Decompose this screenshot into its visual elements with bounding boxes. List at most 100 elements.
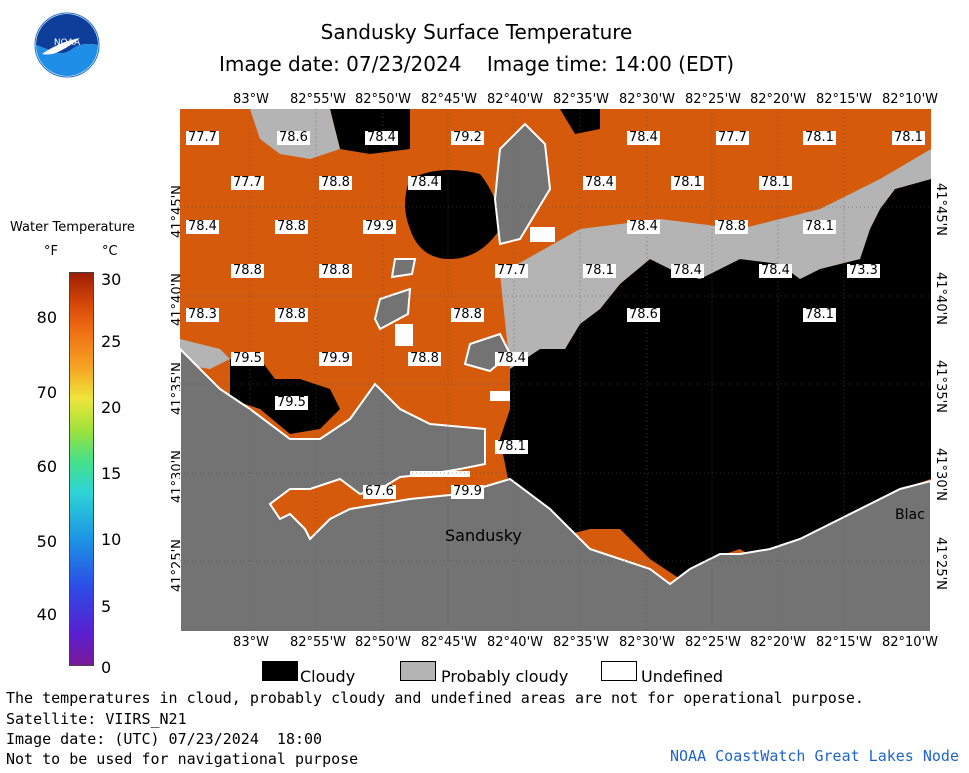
lon-label-top: 82°35'W — [552, 92, 609, 107]
legend-unit-f: °F — [44, 244, 58, 259]
temperature-value: 78.8 — [275, 219, 308, 234]
lon-label-top: 82°40'W — [486, 92, 543, 107]
f-tick: 60 — [36, 457, 57, 476]
lon-label-bottom: 82°25'W — [684, 635, 741, 650]
temperature-value: 78.1 — [671, 175, 704, 190]
noaa-logo-icon: NOAA — [34, 12, 100, 78]
probably-cloudy-label: Probably cloudy — [441, 667, 569, 686]
temperature-value: 78.1 — [495, 439, 528, 454]
temperature-value: 78.8 — [408, 351, 441, 366]
credit-text: NOAA CoastWatch Great Lakes Node — [670, 747, 959, 765]
utc-date-text: Image date: (UTC) 07/23/2024 18:00 — [6, 730, 323, 748]
place-label-right: Blac — [895, 507, 925, 523]
temperature-value: 78.8 — [715, 219, 748, 234]
land-region — [493, 122, 552, 246]
lat-label-right: 41°25'N — [933, 537, 948, 590]
undefined-region — [395, 324, 413, 346]
lon-label-bottom: 82°10'W — [881, 635, 938, 650]
temperature-value: 78.8 — [275, 307, 308, 322]
temperature-value: 73.3 — [847, 263, 880, 278]
temperature-value: 78.3 — [186, 307, 219, 322]
temperature-value: 78.8 — [231, 263, 264, 278]
temperature-value: 77.7 — [495, 263, 528, 278]
lon-label-bottom: 82°40'W — [486, 635, 543, 650]
c-tick: 0 — [101, 658, 112, 677]
temperature-value: 78.1 — [803, 307, 836, 322]
lon-label-top: 82°50'W — [354, 92, 411, 107]
temperature-value: 78.8 — [319, 175, 352, 190]
temperature-value: 79.9 — [363, 219, 396, 234]
temperature-colorbar — [69, 272, 94, 666]
temperature-value: 78.1 — [583, 263, 616, 278]
probably-cloudy-region — [500, 149, 931, 369]
f-tick: 70 — [36, 383, 57, 402]
temperature-value: 78.4 — [671, 263, 704, 278]
lon-label-top: 82°20'W — [749, 92, 806, 107]
lon-label-top: 82°25'W — [684, 92, 741, 107]
noaa-logo-text: NOAA — [54, 38, 81, 48]
place-label-sandusky: Sandusky — [445, 526, 522, 545]
temperature-value: 78.6 — [627, 307, 660, 322]
temperature-value: 78.6 — [277, 130, 310, 145]
temperature-value: 77.7 — [186, 130, 219, 145]
temperature-value: 78.4 — [759, 263, 792, 278]
undefined-region — [410, 471, 470, 477]
temperature-value: 77.7 — [716, 130, 749, 145]
legend-unit-c: °C — [102, 244, 118, 259]
undefined-region — [490, 391, 510, 401]
image-date-line: Image date: 07/23/2024 Image time: 14:00… — [218, 52, 735, 76]
lon-label-bottom: 82°55'W — [289, 635, 346, 650]
f-tick: 40 — [36, 605, 57, 624]
temperature-value: 79.5 — [275, 395, 308, 410]
temperature-value: 79.2 — [451, 130, 484, 145]
lat-label-right: 41°40'N — [933, 272, 948, 325]
temperature-value: 79.5 — [231, 351, 264, 366]
lon-label-bottom: 82°50'W — [354, 635, 411, 650]
c-tick: 25 — [101, 332, 122, 351]
cloud-region — [405, 170, 500, 259]
undefined-region — [530, 227, 555, 242]
undefined-label: Undefined — [641, 667, 724, 686]
navigation-warning: Not to be used for navigational purpose — [6, 750, 359, 768]
cloudy-label: Cloudy — [300, 667, 356, 686]
c-tick: 30 — [101, 270, 122, 289]
c-tick: 10 — [101, 530, 122, 549]
lon-label-top: 83°W — [233, 92, 269, 107]
land-region — [373, 287, 412, 331]
cloud-region — [500, 179, 931, 579]
lon-label-bottom: 82°45'W — [420, 635, 477, 650]
lon-label-top: 82°55'W — [289, 92, 346, 107]
land-region — [180, 347, 931, 632]
temperature-value: 78.4 — [186, 219, 219, 234]
temperature-value: 78.8 — [451, 307, 484, 322]
temperature-value: 78.8 — [319, 263, 352, 278]
temperature-map: Sandusky Blac — [180, 109, 931, 632]
temperature-value: 78.1 — [892, 130, 925, 145]
temperature-value: 79.9 — [319, 351, 352, 366]
land-region — [390, 258, 417, 279]
temperature-value: 78.4 — [627, 130, 660, 145]
temperature-value: 78.1 — [803, 219, 836, 234]
lon-label-bottom: 82°35'W — [552, 635, 609, 650]
lon-label-bottom: 83°W — [233, 635, 269, 650]
page-title: Sandusky Surface Temperature — [320, 20, 633, 44]
lon-label-bottom: 82°15'W — [815, 635, 872, 650]
lon-label-top: 82°10'W — [881, 92, 938, 107]
probably-cloudy-swatch — [400, 661, 436, 681]
satellite-text: Satellite: VIIRS_N21 — [6, 710, 187, 728]
temperature-value: 78.1 — [759, 175, 792, 190]
lat-label-right: 41°45'N — [933, 183, 948, 236]
lon-label-bottom: 82°30'W — [618, 635, 675, 650]
legend-title: Water Temperature — [10, 220, 135, 235]
temperature-value: 78.4 — [408, 175, 441, 190]
lat-label-right: 41°30'N — [933, 448, 948, 501]
c-tick: 15 — [101, 464, 122, 483]
temperature-value: 78.4 — [365, 130, 398, 145]
temperature-value: 78.4 — [583, 175, 616, 190]
undefined-swatch — [601, 661, 637, 681]
lat-label-right: 41°35'N — [933, 360, 948, 413]
c-tick: 20 — [101, 398, 122, 417]
temperature-value: 78.4 — [627, 219, 660, 234]
f-tick: 50 — [36, 532, 57, 551]
lon-label-top: 82°30'W — [618, 92, 675, 107]
